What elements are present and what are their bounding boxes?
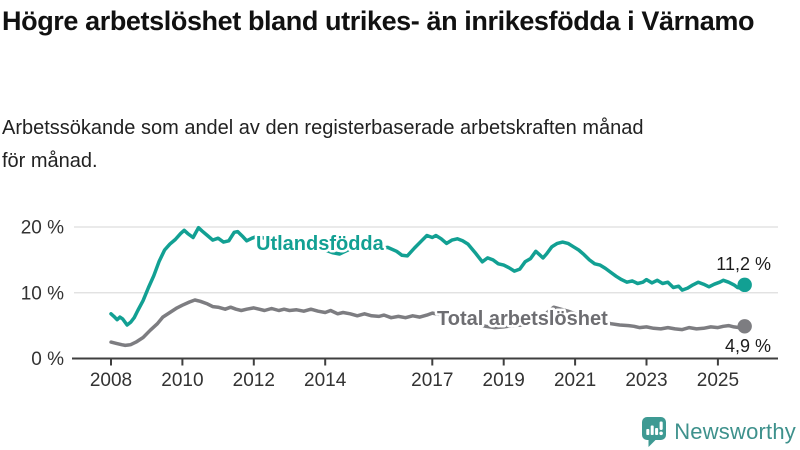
bar-3 <box>655 428 659 435</box>
series-endpoint-total-arbetsloshet <box>737 319 752 334</box>
brand-name: Newsworthy <box>674 418 796 444</box>
series-line-total-arbetsloshet <box>109 298 747 348</box>
x-tick-label: 2025 <box>697 370 739 391</box>
gridlines <box>74 226 778 294</box>
x-tick-label: 2021 <box>554 370 596 391</box>
newsworthy-logo-icon <box>642 417 667 447</box>
x-tick-label: 2017 <box>411 370 453 391</box>
x-axis: 2008 2010 2012 2014 2017 2019 2021 2023 2025 <box>72 357 778 391</box>
y-tick-label: 0 % <box>31 349 64 370</box>
series-line-utlandsfodda <box>109 225 747 327</box>
bar-1 <box>646 429 650 435</box>
x-tick-label: 2010 <box>161 370 203 391</box>
unemployment-line-chart: 0 % 10 % 20 % 2008 2010 2012 2014 2017 2019 2021… <box>21 218 778 391</box>
x-tick-label: 2012 <box>233 370 275 391</box>
x-tick-label: 2014 <box>304 370 347 391</box>
speech-bubble-shape <box>642 417 667 447</box>
series-annotations: Utlandsfödda 11,2 % Total arbetslöshet 4,9 … <box>254 231 772 357</box>
bar-2 <box>650 425 654 435</box>
x-tick-label: 2023 <box>625 370 667 391</box>
page-subtitle: Arbetssökande som andel av den registerb… <box>2 117 644 172</box>
series-lines <box>109 225 752 348</box>
brand-footer: Newsworthy <box>641 416 796 447</box>
y-tick-label: 10 % <box>21 283 64 304</box>
end-value-label-total-arbetsloshet: 4,9 % <box>725 336 771 356</box>
x-tick-label: 2008 <box>90 370 132 391</box>
series-label-utlandsfodda: Utlandsfödda <box>256 233 385 255</box>
series-endpoint-utlandsfodda <box>737 277 752 293</box>
page-title: Högre arbetslöshet bland utrikes- än inr… <box>2 6 755 36</box>
x-tick-label: 2019 <box>483 370 525 391</box>
series-label-total-arbetsloshet: Total arbetslöshet <box>437 308 608 330</box>
y-axis-labels: 0 % 10 % 20 % <box>21 218 64 371</box>
exclamation-bar <box>659 421 663 430</box>
end-value-label-utlandsfodda: 11,2 % <box>716 254 771 274</box>
y-tick-label: 20 % <box>21 218 64 239</box>
exclamation-dot <box>659 431 664 436</box>
chart-header: Högre arbetslöshet bland utrikes- än inr… <box>0 0 796 172</box>
